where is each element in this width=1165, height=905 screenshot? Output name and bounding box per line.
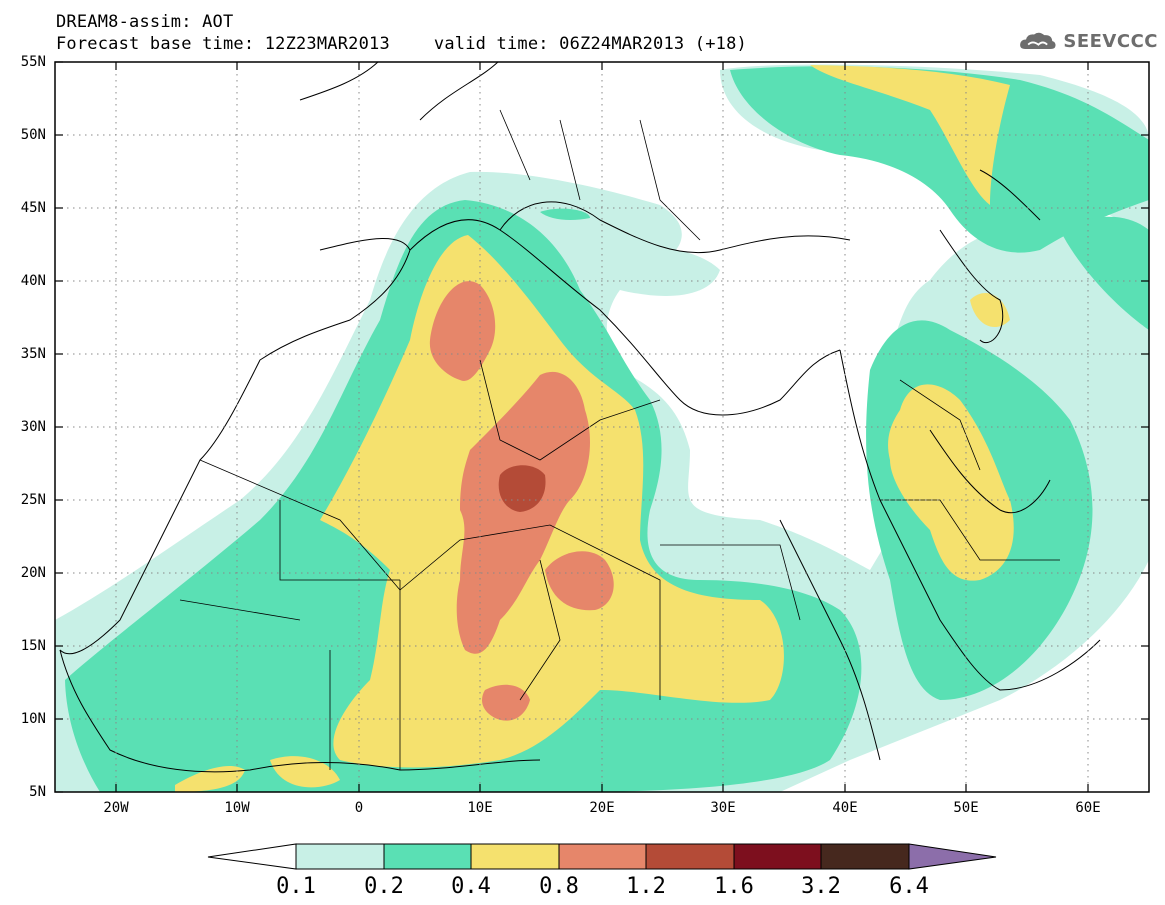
lon-label: 40E [832, 800, 858, 816]
lat-label: 5N [29, 784, 46, 800]
lat-label: 30N [20, 419, 46, 435]
colorbar-label: 0.4 [451, 874, 491, 899]
colorbar-label: 1.2 [626, 874, 666, 899]
base-time: Forecast base time: 12Z23MAR2013 [56, 34, 390, 54]
lat-label: 35N [20, 346, 46, 362]
lon-label: 30E [710, 800, 736, 816]
borders [179, 109, 1060, 770]
lon-label: 20E [589, 800, 615, 816]
lat-label: 15N [20, 638, 46, 654]
colorbar-label: 3.2 [801, 874, 841, 899]
lat-label: 55N [20, 54, 46, 70]
colorbar-label: 6.4 [889, 874, 929, 899]
contour-level-1.2 [498, 465, 546, 512]
coastlines [59, 62, 1101, 773]
colorbar-low-arrow [207, 843, 297, 870]
gridlines [55, 62, 1149, 792]
axis-ticks [55, 61, 1149, 793]
lon-label: 20W [103, 800, 129, 816]
lon-label: 10W [224, 800, 250, 816]
colorbar-label: 0.1 [276, 874, 316, 899]
colorbar-bin-3 [470, 843, 560, 870]
colorbar-bin-1 [295, 843, 385, 870]
aot-contours [55, 64, 1149, 792]
colorbar-bin-2 [383, 843, 472, 870]
colorbar-label: 0.2 [364, 874, 404, 899]
colorbar [207, 843, 997, 870]
colorbar-bin-4 [558, 843, 647, 870]
contour-level-0.8 [429, 281, 614, 721]
colorbar-high-arrow [908, 843, 997, 870]
lon-label: 50E [953, 800, 979, 816]
lat-label: 50N [20, 127, 46, 143]
lat-label: 40N [20, 273, 46, 289]
colorbar-label: 0.8 [539, 874, 579, 899]
seevccc-logo: SEEVCCC [1018, 24, 1158, 58]
lon-label: 10E [467, 800, 493, 816]
map-title: DREAM8-assim: AOT [56, 12, 234, 32]
colorbar-label: 1.6 [714, 874, 754, 899]
colorbar-bin-7 [820, 843, 910, 870]
lat-label: 20N [20, 565, 46, 581]
lon-label: 60E [1075, 800, 1101, 816]
cloud-icon [1020, 32, 1056, 50]
lat-label: 10N [20, 711, 46, 727]
colorbar-bin-5 [645, 843, 735, 870]
valid-time: valid time: 06Z24MAR2013 (+18) [433, 34, 747, 54]
lat-label: 25N [20, 492, 46, 508]
map-subtitle: Forecast base time: 12Z23MAR2013 valid ti… [56, 34, 747, 54]
logo-text: SEEVCCC [1063, 30, 1158, 52]
colorbar-bin-6 [733, 843, 822, 870]
lat-label: 45N [20, 200, 46, 216]
lon-label: 0 [354, 800, 364, 816]
